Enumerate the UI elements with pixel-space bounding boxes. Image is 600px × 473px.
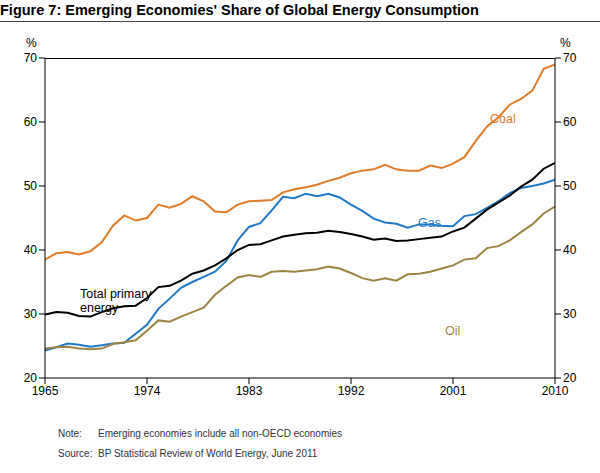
svg-text:1983: 1983 — [236, 384, 263, 398]
html-text:Source:: Source: — [58, 448, 93, 459]
svg-text:20: 20 — [563, 371, 577, 385]
svg-text:40: 40 — [563, 243, 577, 257]
html-text:Oil: Oil — [445, 324, 461, 338]
svg-text:50: 50 — [563, 179, 577, 193]
svg-text:1974: 1974 — [134, 384, 161, 398]
html-text:Emerging economies include all: Emerging economies include all non-OECD … — [98, 428, 342, 439]
svg-text:30: 30 — [24, 307, 38, 321]
svg-text:20: 20 — [24, 371, 38, 385]
html-text:Total primary energy: Total primary energy — [80, 287, 152, 315]
svg-text:60: 60 — [24, 115, 38, 129]
html-text:Gas: Gas — [418, 216, 441, 230]
svg-text:2010: 2010 — [542, 384, 569, 398]
svg-text:2001: 2001 — [440, 384, 467, 398]
svg-text:50: 50 — [24, 179, 38, 193]
html-text:BP Statistical Review of World: BP Statistical Review of World Energy, J… — [98, 448, 318, 459]
svg-text:40: 40 — [24, 243, 38, 257]
svg-text:1992: 1992 — [338, 384, 365, 398]
svg-text:30: 30 — [563, 307, 577, 321]
html-text:Note:: Note: — [58, 428, 82, 439]
svg-text:60: 60 — [563, 115, 577, 129]
svg-text:1965: 1965 — [32, 384, 59, 398]
html-text:Coal: Coal — [490, 112, 516, 126]
svg-text:70: 70 — [24, 51, 38, 65]
svg-text:70: 70 — [563, 51, 577, 65]
html-text:Figure 7: Emerging Economies': Figure 7: Emerging Economies' Share of G… — [0, 2, 479, 18]
